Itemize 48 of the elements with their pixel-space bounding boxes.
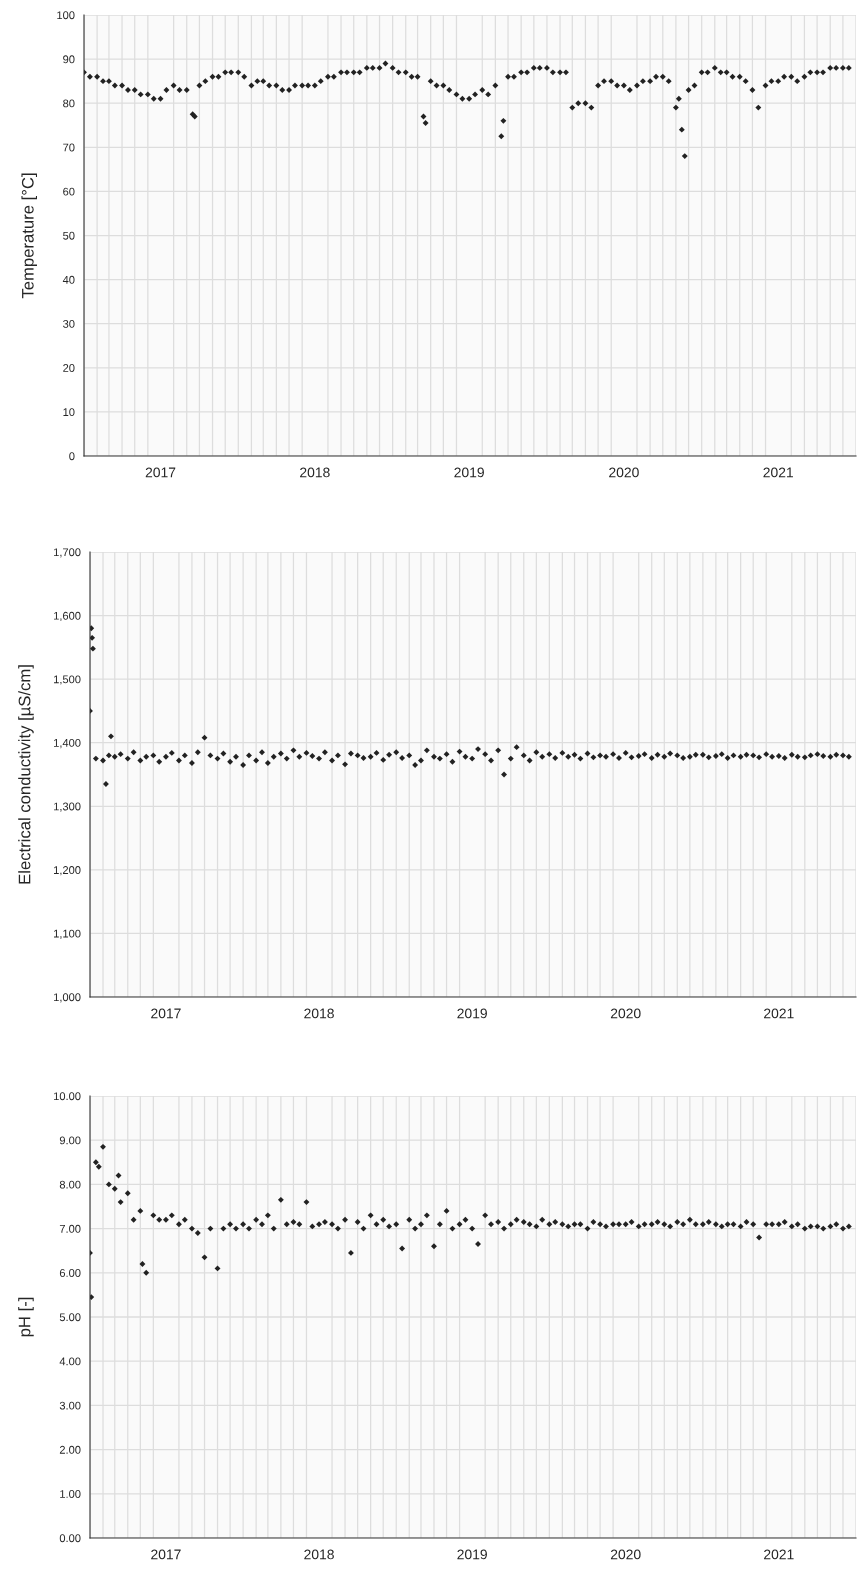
x-tick-label: 2021 [764, 1549, 794, 1560]
y-tick-label: 8.00 [59, 1180, 81, 1189]
y-tick-label: 20 [63, 364, 75, 372]
y-tick-label: 10.00 [54, 1092, 81, 1101]
x-tick-label: 2019 [457, 1549, 487, 1560]
y-tick-label: 40 [62, 275, 75, 284]
y-tick-label: 7.00 [59, 1224, 81, 1233]
y-tick-label: 2.00 [59, 1445, 81, 1454]
y-tick-label: 100 [57, 11, 75, 20]
y-tick-label: 1,300 [54, 802, 81, 812]
y-tick-label: 9.00 [59, 1136, 81, 1145]
y-tick-label: 1,200 [54, 866, 81, 876]
x-tick-label: 2018 [300, 467, 330, 478]
y-tick-label: 1,700 [54, 548, 81, 558]
x-tick-label: 2020 [610, 1549, 641, 1560]
y-tick-label: 70 [63, 143, 75, 152]
y-axis-title: Temperature [°C] [21, 173, 37, 299]
y-tick-label: 1,100 [54, 929, 81, 939]
y-tick-label: 0 [69, 452, 75, 461]
x-tick-label: 2020 [609, 467, 639, 478]
x-tick-label: 2018 [304, 1008, 334, 1019]
y-tick-label: 1,600 [54, 611, 81, 622]
x-tick-label: 2017 [151, 1549, 181, 1560]
y-tick-label: 30 [63, 319, 75, 328]
x-tick-label: 2019 [457, 1008, 487, 1019]
y-tick-label: 90 [63, 55, 75, 64]
y-tick-label: 1,500 [54, 675, 81, 685]
y-tick-label: 1,400 [54, 738, 81, 749]
y-tick-label: 5.00 [59, 1313, 81, 1322]
y-tick-label: 60 [63, 187, 75, 196]
x-tick-label: 2017 [151, 1008, 181, 1019]
x-tick-label: 2019 [454, 467, 484, 478]
x-tick-label: 2020 [610, 1008, 641, 1019]
y-tick-label: 1,000 [54, 993, 81, 1003]
y-tick-label: 6.00 [59, 1269, 81, 1277]
y-tick-label: 80 [63, 99, 75, 108]
y-tick-label: 4.00 [59, 1357, 81, 1366]
y-tick-label: 0.00 [59, 1534, 81, 1543]
y-tick-label: 50 [63, 231, 75, 240]
y-tick-label: 3.00 [59, 1401, 81, 1410]
y-tick-label: 10 [63, 408, 75, 417]
y-axis-title: pH [-] [18, 1297, 34, 1337]
y-axis-title: Electrical conductivity [µS/cm] [18, 665, 34, 884]
x-tick-label: 2017 [145, 467, 176, 478]
y-tick-label: 1.00 [60, 1490, 81, 1498]
x-tick-label: 2021 [764, 1008, 794, 1019]
x-tick-label: 2021 [763, 467, 793, 478]
x-tick-label: 2018 [304, 1549, 334, 1560]
